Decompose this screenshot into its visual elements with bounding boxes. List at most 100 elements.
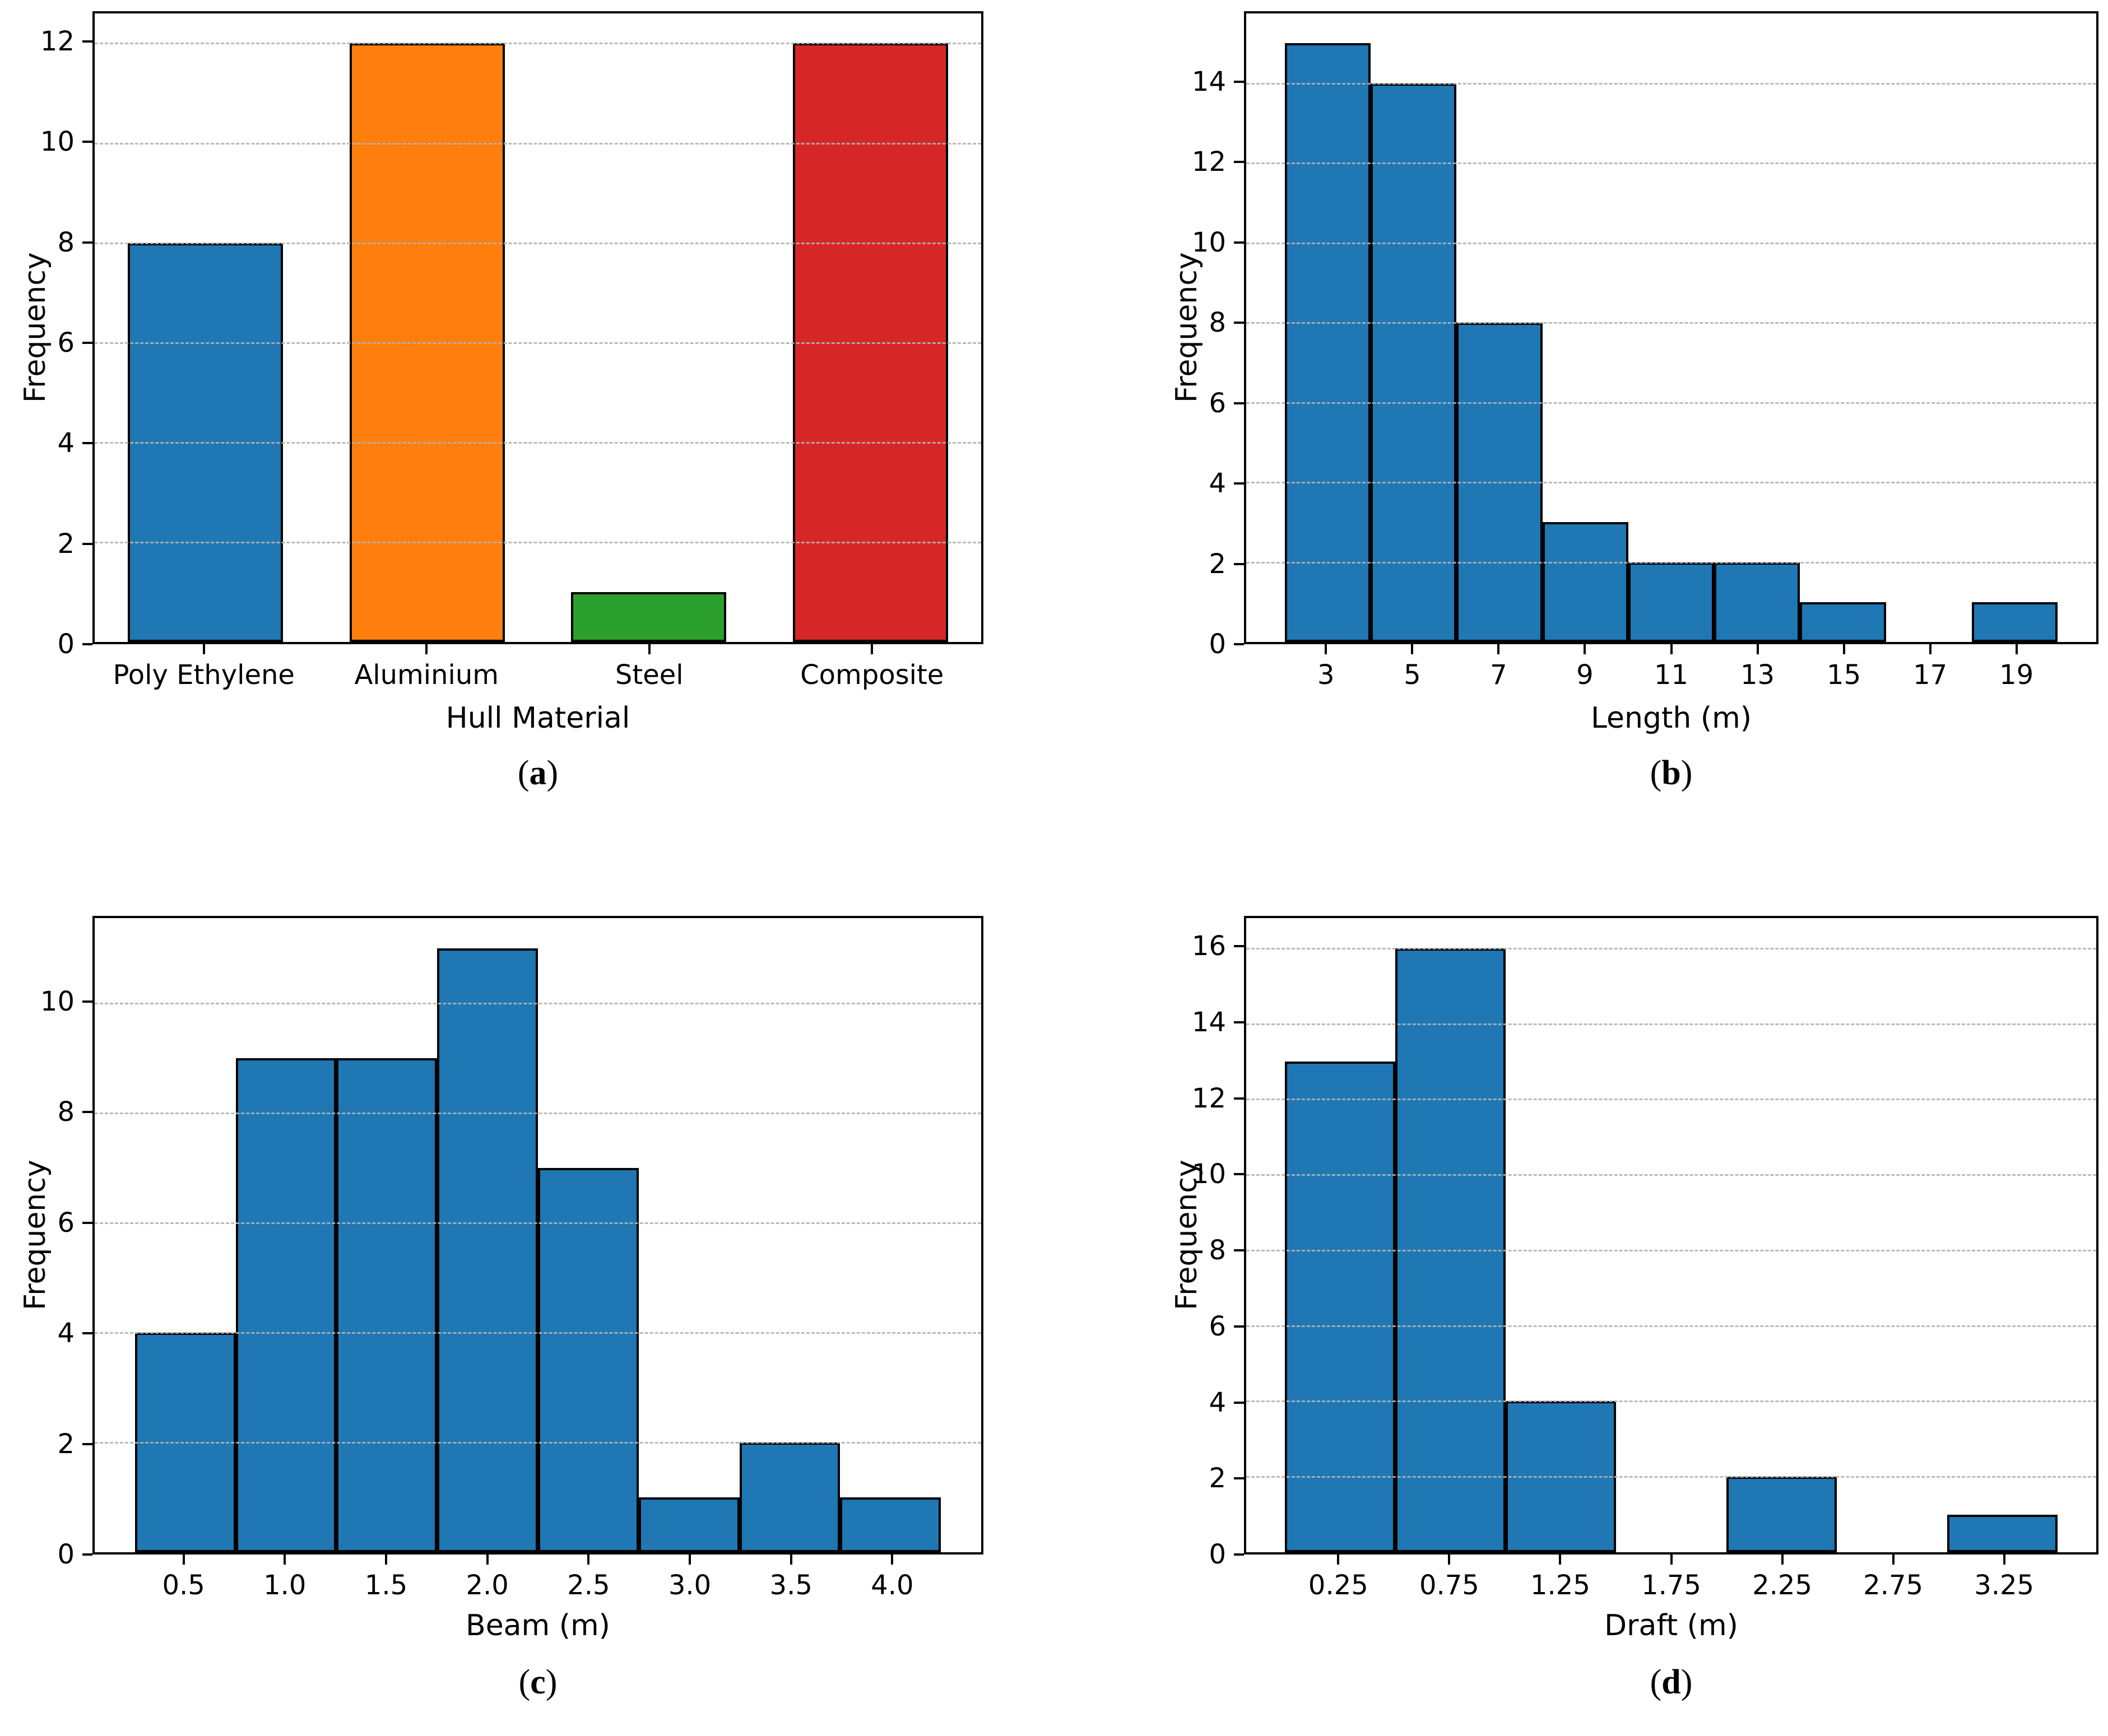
y-tick-label: 6 [1209, 387, 1226, 419]
x-tick-label: 0.5 [162, 1570, 205, 1601]
y-tick-label: 8 [1209, 307, 1226, 339]
x-tick-mark [202, 644, 205, 654]
y-tick-mark [1234, 80, 1244, 83]
x-tick-label: 3.5 [769, 1570, 812, 1601]
gridline-y-8 [1246, 322, 2096, 324]
y-tick-mark [82, 241, 92, 244]
y-tick-mark [1234, 482, 1244, 485]
y-tick-mark [82, 141, 92, 143]
subfigure-caption-c: (c) [92, 1663, 983, 1702]
histogram-bar-bin-1 [1371, 83, 1457, 642]
bar-steel [571, 592, 727, 642]
x-tick-label: Poly Ethylene [113, 659, 295, 691]
y-tick-mark [82, 442, 92, 445]
x-tick-label: 11 [1654, 659, 1689, 691]
y-tick-mark [1234, 1249, 1244, 1252]
caption-paren: ( [1650, 754, 1662, 792]
x-tick-mark [1756, 644, 1759, 654]
x-axis-label-b: Length (m) [1590, 701, 1752, 735]
histogram-bar-bin-0 [1284, 1062, 1395, 1552]
subfigure-caption-b: (b) [1244, 753, 2098, 793]
y-tick-mark [1234, 1477, 1244, 1480]
y-tick-mark [1234, 161, 1244, 164]
x-tick-mark [486, 1555, 489, 1565]
gridline-y-10 [1246, 242, 2096, 244]
y-tick-mark [82, 1332, 92, 1335]
subfigure-a: Frequency Hull Material (a) 0 2 4 6 8 10 12 Pol… [0, 0, 1054, 902]
y-tick-label: 10 [40, 126, 75, 158]
x-tick-label: 2.25 [1752, 1570, 1812, 1601]
caption-paren: ( [517, 754, 530, 792]
gridline-y-8 [95, 242, 981, 244]
histogram-bar-bin-5 [638, 1497, 740, 1552]
y-tick-label: 10 [1191, 1158, 1226, 1190]
histogram-bar-bin-6 [1947, 1514, 2058, 1552]
y-tick-label: 2 [1209, 548, 1226, 580]
x-tick-mark [284, 1555, 286, 1565]
y-tick-mark [82, 1221, 92, 1224]
x-axis-label-c: Beam (m) [466, 1609, 610, 1642]
x-tick-mark [182, 1555, 185, 1565]
y-tick-mark [1234, 402, 1244, 404]
gridline-y-2 [1246, 561, 2096, 564]
gridline-y-4 [95, 1332, 981, 1334]
y-tick-label: 14 [1191, 1007, 1226, 1038]
y-tick-label: 2 [1209, 1463, 1226, 1495]
x-tick-label: 1.0 [263, 1570, 307, 1601]
y-tick-label: 0 [1209, 1539, 1226, 1570]
x-tick-mark [1448, 1555, 1451, 1565]
x-tick-mark [1497, 644, 1500, 654]
y-tick-mark [82, 643, 92, 645]
histogram-bar-bin-6 [739, 1442, 841, 1552]
gridline-y-16 [1246, 947, 2096, 950]
histogram-bar-bin-2 [336, 1058, 438, 1552]
gridline-y-12 [1246, 162, 2096, 165]
y-tick-mark [82, 40, 92, 43]
x-tick-mark [1670, 1555, 1673, 1565]
x-tick-label: 5 [1404, 659, 1421, 691]
plot-area-d [1244, 916, 2098, 1555]
y-tick-mark [1234, 1021, 1244, 1023]
y-tick-mark [1234, 1401, 1244, 1404]
y-tick-mark [1234, 1097, 1244, 1100]
gridline-y-4 [1246, 1400, 2096, 1403]
gridline-y-8 [95, 1112, 981, 1114]
subfigure-d: Frequency Draft (m) (d) 0 2 4 6 8 10 12 14 16 0.2… [1151, 902, 2108, 1736]
subfigure-caption-a: (a) [92, 753, 983, 793]
y-tick-mark [1234, 1325, 1244, 1328]
gridline-y-8 [1246, 1249, 2096, 1251]
x-tick-mark [1892, 1555, 1895, 1565]
subfigure-caption-d: (d) [1244, 1663, 2098, 1702]
caption-letter: d [1661, 1663, 1681, 1701]
caption-letter: c [530, 1663, 546, 1701]
x-tick-label: 3 [1317, 659, 1335, 691]
x-tick-mark [425, 644, 428, 654]
plot-area-b [1244, 11, 2098, 644]
histogram-bar-bin-4 [538, 1167, 639, 1552]
y-tick-label: 6 [1209, 1310, 1226, 1342]
x-axis-label-a: Hull Material [445, 701, 630, 735]
y-tick-label: 6 [57, 1207, 75, 1239]
x-tick-label: 9 [1576, 659, 1594, 691]
y-tick-mark [82, 1442, 92, 1445]
y-tick-label: 12 [40, 25, 75, 57]
subfigure-b: Frequency Length (m) (b) 0 2 4 6 8 10 12 14 3 5 7 9… [1151, 0, 2108, 902]
caption-paren: ) [1680, 1663, 1693, 1701]
y-tick-mark [82, 542, 92, 545]
caption-paren: ( [518, 1663, 531, 1701]
y-tick-label: 4 [1209, 1386, 1226, 1418]
x-tick-mark [891, 1555, 894, 1565]
x-tick-label: 13 [1740, 659, 1775, 691]
x-tick-label: 7 [1490, 659, 1507, 691]
histogram-bar-bin-7 [840, 1497, 941, 1552]
histogram-bar-bin-6 [1800, 602, 1886, 642]
gridline-y-14 [1246, 1023, 2096, 1025]
x-tick-label: Steel [615, 659, 684, 691]
gridline-y-2 [95, 1441, 981, 1444]
y-tick-mark [1234, 643, 1244, 645]
x-tick-mark [1929, 644, 1931, 654]
x-tick-mark [1584, 644, 1586, 654]
y-tick-label: 8 [1209, 1235, 1226, 1267]
y-tick-mark [1234, 241, 1244, 244]
gridline-y-12 [95, 43, 981, 45]
